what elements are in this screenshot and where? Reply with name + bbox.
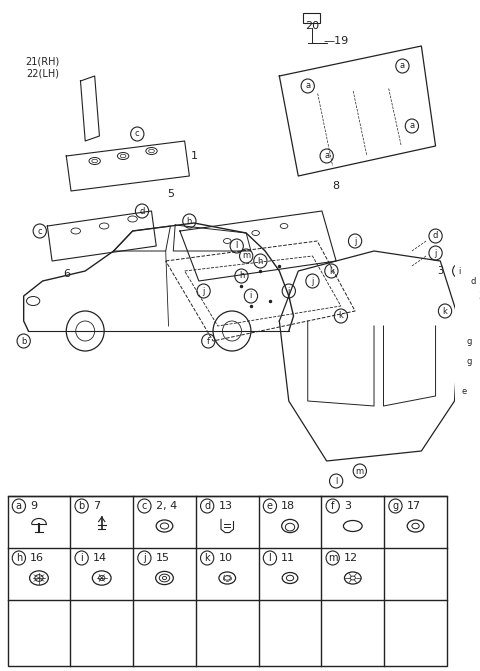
Text: 13: 13 (218, 501, 232, 511)
Text: 6: 6 (63, 269, 70, 279)
Text: 20: 20 (305, 21, 320, 31)
Text: g: g (466, 336, 471, 346)
Text: m: m (328, 553, 337, 563)
Text: l: l (335, 476, 337, 486)
Text: h: h (239, 272, 244, 280)
Bar (303, 13, 320, 23)
Text: j: j (354, 236, 356, 246)
Text: 2, 4: 2, 4 (156, 501, 177, 511)
Text: j: j (434, 248, 437, 258)
Text: 7: 7 (93, 501, 100, 511)
Text: 9: 9 (30, 501, 37, 511)
Text: 16: 16 (30, 553, 44, 563)
Text: m: m (242, 252, 250, 260)
Text: j: j (143, 553, 146, 563)
Text: k: k (443, 307, 447, 315)
Text: d: d (139, 207, 144, 215)
Text: 21(RH): 21(RH) (25, 56, 60, 66)
Text: a: a (324, 152, 329, 160)
Text: 17: 17 (407, 501, 421, 511)
Text: 8: 8 (333, 181, 340, 191)
Text: 12: 12 (344, 553, 358, 563)
Bar (8, 496, 447, 666)
Text: 5: 5 (167, 189, 174, 199)
Text: k: k (338, 311, 343, 321)
Text: 22(LH): 22(LH) (26, 69, 59, 79)
Text: e: e (267, 501, 273, 511)
Text: a: a (16, 501, 22, 511)
Text: f: f (207, 336, 210, 346)
Text: i: i (288, 287, 290, 295)
Text: i: i (80, 553, 83, 563)
Text: 1: 1 (191, 151, 198, 161)
Text: f: f (331, 501, 335, 511)
Text: 11: 11 (281, 553, 295, 563)
Text: c: c (142, 501, 147, 511)
Text: 14: 14 (93, 553, 107, 563)
Text: 15: 15 (156, 553, 170, 563)
Text: a: a (305, 81, 310, 91)
Text: 18: 18 (281, 501, 295, 511)
Text: g: g (392, 501, 398, 511)
Text: j: j (203, 287, 205, 295)
Text: h: h (16, 553, 22, 563)
Text: 3: 3 (478, 291, 480, 301)
Text: g: g (466, 356, 471, 366)
Text: h: h (258, 256, 263, 266)
Text: j: j (312, 276, 313, 285)
Text: d: d (204, 501, 210, 511)
Text: k: k (329, 266, 334, 276)
Text: h: h (187, 217, 192, 225)
Text: 3: 3 (344, 501, 351, 511)
Text: —19: —19 (324, 36, 349, 46)
Text: a: a (409, 121, 414, 130)
Text: 3: 3 (437, 266, 444, 276)
Text: e: e (461, 386, 467, 395)
Text: a: a (400, 62, 405, 70)
Text: b: b (79, 501, 85, 511)
Text: 10: 10 (218, 553, 232, 563)
Text: b: b (21, 336, 26, 346)
Text: d: d (433, 231, 438, 240)
Text: i: i (250, 291, 252, 301)
Text: l: l (268, 553, 271, 563)
Text: d: d (471, 276, 476, 285)
Text: c: c (37, 227, 42, 236)
Text: l: l (236, 242, 238, 250)
Text: k: k (204, 553, 210, 563)
Text: i: i (458, 266, 460, 276)
Text: c: c (135, 130, 140, 138)
Text: m: m (356, 466, 364, 476)
